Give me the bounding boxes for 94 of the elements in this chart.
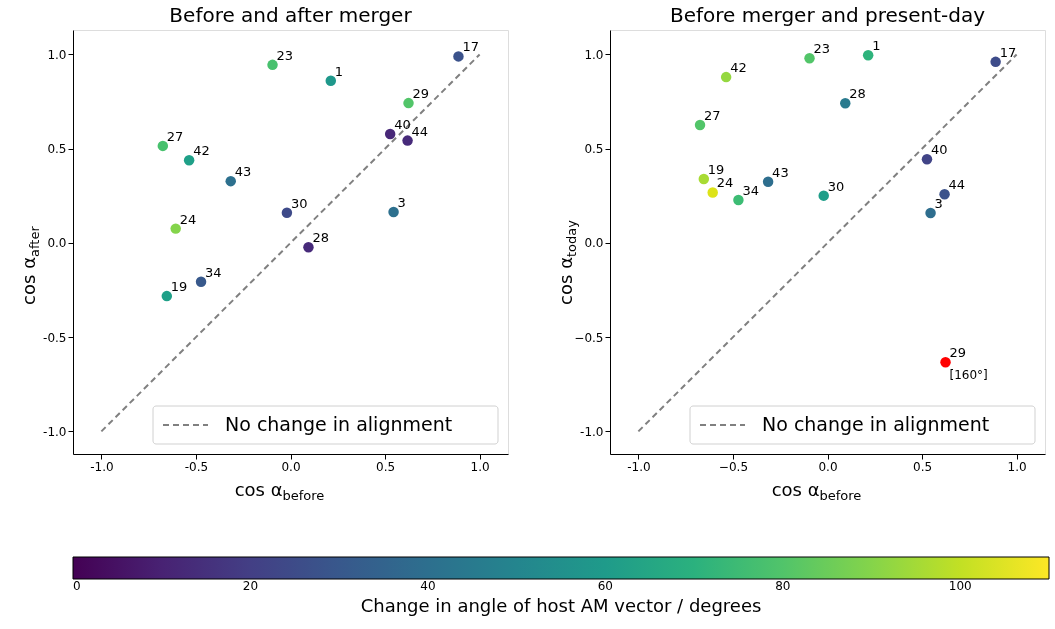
- legend-label: No change in alignment: [225, 413, 453, 435]
- annotation: 1: [872, 38, 881, 54]
- point: [698, 173, 710, 185]
- x-tick-label: 1.0: [470, 459, 490, 474]
- point: [990, 56, 1001, 68]
- x-tick-label: -0.5: [184, 459, 209, 474]
- y-tick-label: 0.5: [47, 142, 67, 157]
- annotation: 3: [934, 195, 943, 211]
- point: [303, 242, 314, 253]
- y-axis-title: cos αafter: [18, 225, 42, 305]
- annotation: 28: [312, 230, 330, 246]
- point: [402, 135, 413, 146]
- color-bar-label: 60: [597, 579, 613, 593]
- point: [183, 154, 195, 166]
- color-bar-label: 20: [242, 579, 259, 593]
- color-bar-title: Change in angle of host AM vector / degrees: [360, 595, 762, 616]
- y-tick-label: 1.0: [584, 48, 604, 62]
- annotation: 23: [813, 41, 831, 57]
- y-tick-label: 0.0: [584, 236, 604, 251]
- point: [818, 190, 829, 201]
- point: [804, 53, 815, 64]
- point: [384, 128, 396, 140]
- point: [225, 175, 236, 187]
- point: [267, 59, 278, 71]
- annotation: 43: [234, 164, 252, 180]
- point: [707, 187, 718, 198]
- y-tick-label: 0.0: [47, 236, 67, 251]
- x-tick-label: 0.5: [376, 459, 396, 474]
- x-tick-label: 1.0: [1007, 459, 1027, 474]
- point: [939, 189, 950, 200]
- point: [940, 356, 951, 368]
- x-tick-label: 0.0: [281, 459, 301, 474]
- x-tick-label: −0.5: [718, 459, 749, 474]
- annotation: 30: [827, 178, 845, 194]
- color-bar-label: 40: [420, 579, 436, 593]
- point: [195, 276, 207, 287]
- point: [281, 207, 293, 219]
- y-tick-label: 0.5: [584, 142, 604, 157]
- annotation: 34: [205, 264, 222, 280]
- y-tick-label: −0.5: [574, 330, 604, 345]
- annotation: 29: [412, 86, 430, 102]
- annotation: 24: [179, 211, 197, 227]
- y-tick-label: 1.0: [47, 48, 67, 62]
- annotation: 40: [394, 117, 411, 133]
- point: [720, 71, 732, 83]
- point: [840, 98, 851, 109]
- annotation: 19: [707, 162, 725, 178]
- annotation: 34: [742, 182, 759, 198]
- color-bar-label: 100: [948, 579, 972, 593]
- annotation: 24: [716, 175, 734, 191]
- legend-label: No change in alignment: [762, 413, 990, 435]
- y-tick-label: -0.5: [43, 330, 67, 345]
- annotation: 44: [411, 123, 429, 139]
- point: [762, 176, 774, 187]
- annotation: 17: [462, 39, 479, 55]
- point: [925, 207, 936, 219]
- chart-title: Before and after merger: [169, 3, 413, 27]
- annotation: 40: [930, 142, 948, 158]
- point: [161, 290, 173, 302]
- color-bar-label: 0: [73, 579, 81, 593]
- annotation: 29: [949, 345, 967, 361]
- annotation: 19: [170, 279, 188, 295]
- y-tick-label: -1.0: [580, 424, 604, 439]
- annotation: 30: [290, 195, 308, 211]
- annotation: 3: [397, 195, 406, 211]
- y-axis-title: cos αtoday: [555, 219, 579, 305]
- annotation: 44: [948, 177, 966, 193]
- annotation: 1: [334, 63, 344, 79]
- y-tick-label: -1.0: [43, 424, 67, 439]
- annotation: 42: [730, 60, 747, 76]
- point: [921, 154, 933, 165]
- point: [157, 140, 169, 152]
- point: [388, 206, 399, 218]
- point: [694, 119, 706, 131]
- x-tick-label: -1.0: [627, 459, 651, 474]
- point: [733, 194, 744, 206]
- annotation: 23: [276, 47, 294, 63]
- point: [403, 97, 414, 109]
- annotation: 42: [193, 143, 210, 159]
- point: [325, 75, 337, 86]
- x-tick-label: -1.0: [90, 459, 114, 474]
- annotation: 27: [166, 128, 184, 144]
- annotation: 17: [999, 44, 1017, 60]
- point: [453, 51, 464, 62]
- color-bar-label: 80: [775, 579, 791, 593]
- point: [170, 223, 181, 234]
- annotation: [160°]: [949, 368, 988, 383]
- x-tick-label: 0.0: [818, 459, 838, 474]
- point: [862, 50, 874, 61]
- x-tick-label: 0.5: [913, 459, 933, 474]
- chart-title: Before merger and present-day: [670, 3, 986, 27]
- annotation: 27: [704, 107, 721, 123]
- annotation: 28: [849, 86, 866, 102]
- annotation: 43: [772, 164, 789, 180]
